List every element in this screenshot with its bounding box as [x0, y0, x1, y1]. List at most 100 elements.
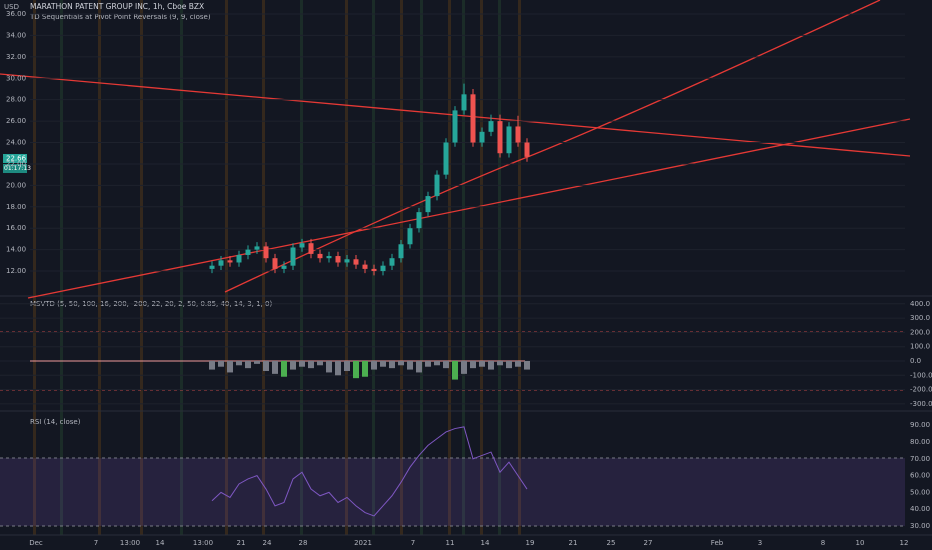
- price-tick-label: 14.00: [6, 246, 26, 254]
- candle-body: [353, 259, 359, 265]
- time-label: 28: [299, 539, 308, 547]
- last-price: 22.66: [6, 155, 27, 163]
- msvtd-tick-label: -200.0: [910, 386, 932, 394]
- time-label: 13:00: [120, 539, 140, 547]
- price-tick-label: 24.00: [6, 139, 26, 147]
- stripe: [420, 0, 423, 535]
- rsi-band: [0, 458, 905, 526]
- histogram-bar: [353, 361, 359, 379]
- candle-body: [245, 249, 251, 255]
- time-label: 8: [821, 539, 825, 547]
- stripe: [498, 0, 501, 535]
- candle-body: [308, 243, 314, 254]
- histogram-bar: [407, 361, 413, 370]
- msvtd-tick-label: 0.0: [910, 357, 921, 365]
- histogram-bar: [497, 361, 503, 366]
- price-tick-label: 34.00: [6, 31, 26, 39]
- stripe: [98, 0, 101, 535]
- time-label: 25: [607, 539, 616, 547]
- histogram-bar: [335, 361, 341, 376]
- histogram-bar: [308, 361, 314, 369]
- rsi-tick-label: 40.00: [910, 505, 930, 513]
- candle-body: [326, 256, 332, 259]
- histogram-bar: [299, 361, 305, 367]
- candle-body: [209, 265, 215, 269]
- histogram-bar: [398, 361, 404, 366]
- time-label: 2021: [354, 539, 372, 547]
- candle-body: [380, 265, 386, 272]
- candle-body: [506, 126, 512, 154]
- histogram-bar: [434, 361, 440, 366]
- rsi-tick-label: 90.00: [910, 421, 930, 429]
- rsi-tick-label: 30.00: [910, 522, 930, 530]
- msvtd-tick-label: -100.0: [910, 371, 932, 379]
- stripe: [480, 0, 483, 535]
- time-label: 7: [411, 539, 415, 547]
- histogram-bar: [209, 361, 215, 370]
- rsi-title: RSI (14, close): [30, 418, 81, 426]
- candle-body: [236, 254, 242, 263]
- histogram-bar: [461, 361, 467, 374]
- histogram-bar: [263, 361, 269, 372]
- histogram-bar: [515, 361, 521, 367]
- candle-body: [398, 244, 404, 259]
- histogram-bar: [470, 361, 476, 369]
- price-tick-label: 20.00: [6, 181, 26, 189]
- histogram-bar: [290, 361, 296, 370]
- price-tick-label: 22.00: [6, 160, 26, 168]
- stripe: [400, 0, 403, 535]
- histogram-bar: [488, 361, 494, 370]
- candle-body: [497, 121, 503, 154]
- histogram-bar: [236, 361, 242, 366]
- currency: USD: [4, 3, 19, 11]
- time-label: Dec: [29, 539, 43, 547]
- candle-body: [335, 256, 341, 263]
- histogram-bar: [317, 361, 323, 366]
- candle-body: [254, 246, 260, 250]
- price-tick-label: 16.00: [6, 224, 26, 232]
- stripe: [462, 0, 465, 535]
- price-tick-label: 32.00: [6, 53, 26, 61]
- histogram-bar: [389, 361, 395, 369]
- stripe: [448, 0, 451, 535]
- candle-body: [461, 94, 467, 111]
- histogram-bar: [479, 361, 485, 367]
- candle-body: [434, 174, 440, 197]
- rsi-tick-label: 80.00: [910, 438, 930, 446]
- candle-body: [263, 246, 269, 259]
- countdown-tag: [3, 164, 27, 173]
- histogram-bar: [416, 361, 422, 373]
- candle-body: [443, 142, 449, 175]
- histogram-bar: [506, 361, 512, 369]
- time-label: 7: [94, 539, 98, 547]
- msvtd-tick-label: -300.0: [910, 400, 932, 408]
- rsi-tick-label: 50.00: [910, 488, 930, 496]
- histogram-bar: [227, 361, 233, 373]
- time-label: 11: [446, 539, 455, 547]
- stripe: [225, 0, 228, 535]
- candle-body: [407, 228, 413, 245]
- candle-body: [272, 258, 278, 269]
- rsi-tick-label: 60.00: [910, 472, 930, 480]
- candle-body: [524, 142, 530, 157]
- candle-body: [425, 196, 431, 213]
- trend-line: [27, 118, 911, 299]
- histogram-bar: [326, 361, 332, 373]
- price-tick-label: 30.00: [6, 74, 26, 82]
- time-label: 21: [237, 539, 246, 547]
- candle-body: [488, 121, 494, 132]
- histogram-bar: [281, 361, 287, 377]
- histogram-bar: [245, 361, 251, 369]
- candle-body: [227, 260, 233, 263]
- price-tick-label: 12.00: [6, 267, 26, 275]
- histogram-bar: [371, 361, 377, 370]
- histogram-bar: [524, 361, 530, 370]
- symbol-title: MARATHON PATENT GROUP INC, 1h, Cboe BZX: [30, 2, 204, 11]
- stripe: [262, 0, 265, 535]
- candle-body: [371, 268, 377, 272]
- histogram-bar: [272, 361, 278, 374]
- candle-body: [299, 243, 305, 248]
- msvtd-tick-label: 100.0: [910, 343, 930, 351]
- time-label: 13:00: [193, 539, 213, 547]
